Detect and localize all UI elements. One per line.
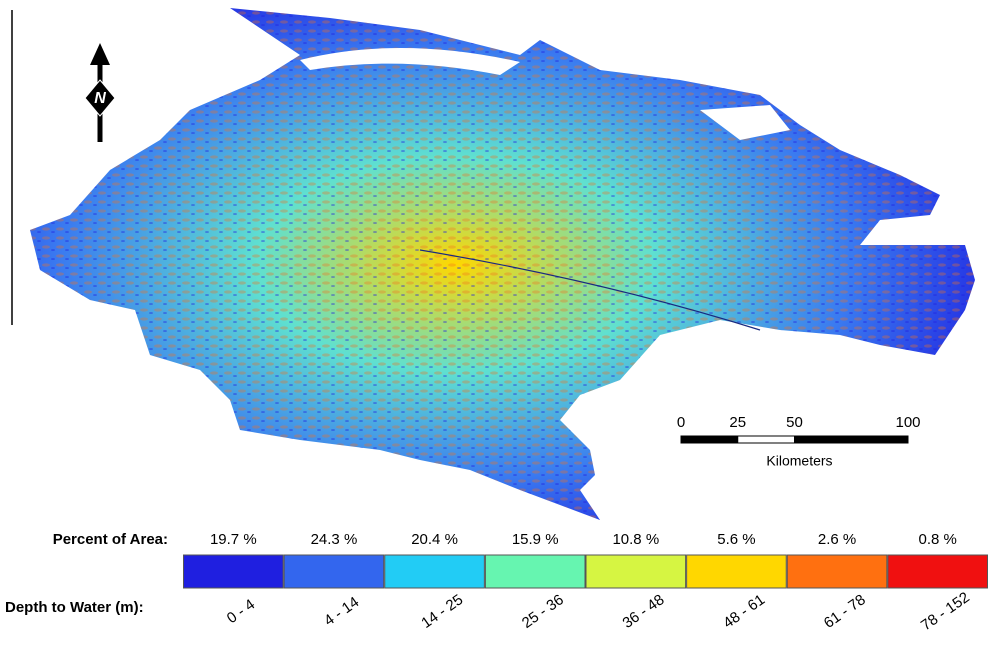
percent-heading: Percent of Area: xyxy=(53,531,168,548)
depth-label: 25 - 36 xyxy=(519,591,567,632)
legend-swatch xyxy=(385,555,485,588)
legend-swatch xyxy=(687,555,787,588)
percent-label: 10.8 % xyxy=(612,531,659,548)
depth-label: 0 - 4 xyxy=(224,596,258,627)
scale-unit: Kilometers xyxy=(766,453,832,469)
scale-tick-label: 25 xyxy=(729,414,746,431)
percent-label: 20.4 % xyxy=(411,531,458,548)
legend: 19.7 % 0 - 4 24.3 % 4 - 14 20.4 % 14 - 25 15.9… xyxy=(184,531,988,634)
depth-label: 78 - 152 xyxy=(918,589,973,634)
scale-segment xyxy=(795,436,909,443)
scale-segment xyxy=(681,436,738,443)
legend-swatch xyxy=(586,555,686,588)
percent-label: 0.8 % xyxy=(919,531,957,548)
north-label: N xyxy=(94,90,106,107)
scale-tick-label: 50 xyxy=(786,414,803,431)
depth-label: 61 - 78 xyxy=(821,591,869,632)
percent-label: 24.3 % xyxy=(311,531,358,548)
legend-swatch xyxy=(284,555,384,588)
scale-tick-label: 100 xyxy=(895,414,920,431)
depth-label: 36 - 48 xyxy=(620,591,668,632)
scale-segment xyxy=(738,436,795,443)
legend-swatch xyxy=(184,555,284,588)
depth-heading: Depth to Water (m): xyxy=(5,599,144,616)
legend-swatch xyxy=(485,555,585,588)
scale-bar: 0 25 50 100 Kilometers xyxy=(677,414,921,469)
map-figure: N 0 25 50 100 Kilometers Percent of Area: De… xyxy=(0,0,988,650)
percent-label: 2.6 % xyxy=(818,531,856,548)
percent-label: 19.7 % xyxy=(210,531,257,548)
legend-swatch xyxy=(888,555,988,588)
depth-label: 14 - 25 xyxy=(418,591,466,632)
legend-swatch xyxy=(787,555,887,588)
depth-label: 48 - 61 xyxy=(720,591,768,632)
depth-label: 4 - 14 xyxy=(321,594,362,630)
percent-label: 15.9 % xyxy=(512,531,559,548)
north-arrow: N xyxy=(85,43,115,142)
scale-tick-label: 0 xyxy=(677,414,685,431)
percent-label: 5.6 % xyxy=(717,531,755,548)
